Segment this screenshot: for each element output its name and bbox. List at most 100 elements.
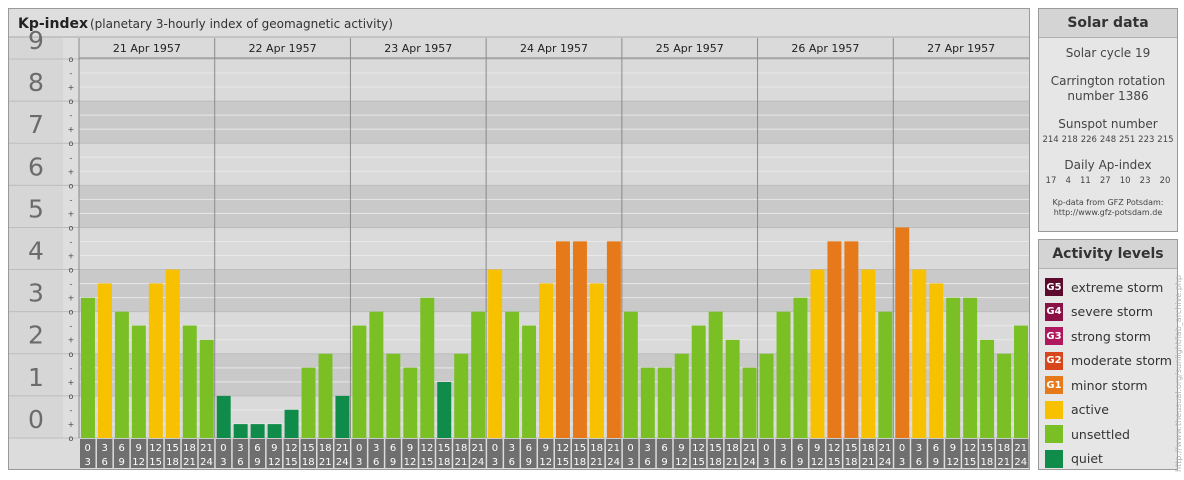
hour-box xyxy=(521,439,537,468)
hour-end-label: 9 xyxy=(390,457,396,468)
hour-box xyxy=(113,439,130,468)
hour-start-label: 15 xyxy=(438,443,451,454)
hour-start-label: 0 xyxy=(85,443,91,454)
hour-start-label: 21 xyxy=(200,443,213,454)
hour-end-label: 24 xyxy=(743,457,756,468)
hour-end-label: 6 xyxy=(780,457,786,468)
sub-tick-label: o xyxy=(69,308,74,317)
kp-bar xyxy=(759,353,774,438)
kp-bar xyxy=(742,367,757,438)
y-tick-label: 9 xyxy=(28,26,44,55)
kp-bar xyxy=(165,269,180,438)
kp-bar xyxy=(335,395,350,438)
hour-box xyxy=(130,439,147,468)
day-label: 27 Apr 1957 xyxy=(927,42,995,55)
sub-tick-label: - xyxy=(70,195,73,204)
hour-end-label: 18 xyxy=(709,457,722,468)
hour-box xyxy=(928,439,944,468)
hour-start-label: 12 xyxy=(556,443,569,454)
legend-item-extreme-storm: G5 extreme storm xyxy=(1045,275,1177,300)
hour-end-label: 21 xyxy=(997,457,1010,468)
hour-box xyxy=(300,439,316,468)
source-note: Kp-data from GFZ Potsdam: http://www.gfz… xyxy=(1039,198,1177,218)
legend-swatch: G5 xyxy=(1045,278,1063,297)
sunspot-value-6: 215 xyxy=(1157,135,1174,145)
sub-tick-label: o xyxy=(69,392,74,401)
hour-end-label: 21 xyxy=(183,457,196,468)
hour-box xyxy=(1013,439,1029,468)
hour-start-label: 6 xyxy=(933,443,939,454)
kp-bar xyxy=(623,311,638,438)
kp-bar xyxy=(369,311,384,438)
hour-end-label: 21 xyxy=(726,457,739,468)
source-url: http://www.gfz-potsdam.de xyxy=(1053,208,1163,217)
hour-box xyxy=(639,439,656,468)
sunspot-value-4: 251 xyxy=(1119,135,1136,145)
legend-swatch: G3 xyxy=(1045,327,1063,346)
hour-start-label: 9 xyxy=(950,443,956,454)
kp-bar xyxy=(97,283,112,438)
kp-bar xyxy=(199,339,214,438)
kp-bar xyxy=(539,283,553,438)
kp-bar xyxy=(691,325,706,438)
day-label: 23 Apr 1957 xyxy=(384,42,452,55)
kp-bar xyxy=(148,283,163,438)
hour-box xyxy=(470,439,486,468)
ap-value-3: 27 xyxy=(1099,176,1111,186)
hour-box xyxy=(283,439,300,468)
hour-start-label: 0 xyxy=(627,443,633,454)
hour-end-label: 24 xyxy=(472,457,485,468)
hour-start-label: 15 xyxy=(709,443,722,454)
ap-label: Daily Ap-index xyxy=(1064,158,1152,172)
hour-box xyxy=(877,439,893,468)
hour-box xyxy=(826,439,842,468)
hour-start-label: 12 xyxy=(421,443,434,454)
hour-box xyxy=(792,439,808,468)
kp-bar xyxy=(556,241,570,438)
carrington-line2: number 1386 xyxy=(1067,89,1149,103)
hour-box xyxy=(588,439,605,468)
kp-bar xyxy=(437,381,452,438)
sub-tick-label: o xyxy=(69,97,74,106)
hour-start-label: 3 xyxy=(916,443,922,454)
hour-start-label: 15 xyxy=(302,443,315,454)
hour-start-label: 21 xyxy=(743,443,756,454)
hour-end-label: 18 xyxy=(573,457,586,468)
hour-end-label: 6 xyxy=(644,457,650,468)
kp-bar xyxy=(216,395,231,438)
hour-start-label: 0 xyxy=(356,443,362,454)
hour-box xyxy=(334,439,350,468)
hour-end-label: 24 xyxy=(879,457,892,468)
hour-start-label: 21 xyxy=(336,443,349,454)
hour-start-label: 18 xyxy=(590,443,603,454)
y-tick-label: 4 xyxy=(28,237,44,266)
hour-end-label: 15 xyxy=(556,457,569,468)
hour-box xyxy=(538,439,554,468)
hour-end-label: 24 xyxy=(336,457,349,468)
hour-box xyxy=(436,439,452,468)
kp-bar xyxy=(301,367,316,438)
legend-label: strong storm xyxy=(1071,328,1151,344)
hour-start-label: 3 xyxy=(509,443,515,454)
y-tick-label: 8 xyxy=(28,68,44,97)
hour-end-label: 3 xyxy=(492,457,498,468)
kp-bar xyxy=(318,353,333,438)
kp-bar xyxy=(980,339,995,438)
kp-bar xyxy=(81,297,95,438)
hour-start-label: 3 xyxy=(237,443,243,454)
legend-swatch xyxy=(1045,425,1063,444)
sunspot-value-1: 218 xyxy=(1061,135,1078,145)
hour-box xyxy=(351,439,367,468)
sub-tick-label: + xyxy=(68,209,75,218)
kp-bar xyxy=(674,353,689,438)
hour-start-label: 0 xyxy=(492,443,498,454)
hour-box xyxy=(724,439,741,468)
hour-start-label: 6 xyxy=(118,443,124,454)
kp-bar xyxy=(386,353,401,438)
ap-value-4: 10 xyxy=(1119,176,1131,186)
sub-tick-label: + xyxy=(68,83,75,92)
plot-area: 0123456789o+-o+-o+-o+-o+-o+-o+-o+-o+-o21… xyxy=(9,26,1029,468)
kp-bar xyxy=(844,241,859,438)
hour-box xyxy=(673,439,690,468)
hour-start-label: 15 xyxy=(166,443,179,454)
